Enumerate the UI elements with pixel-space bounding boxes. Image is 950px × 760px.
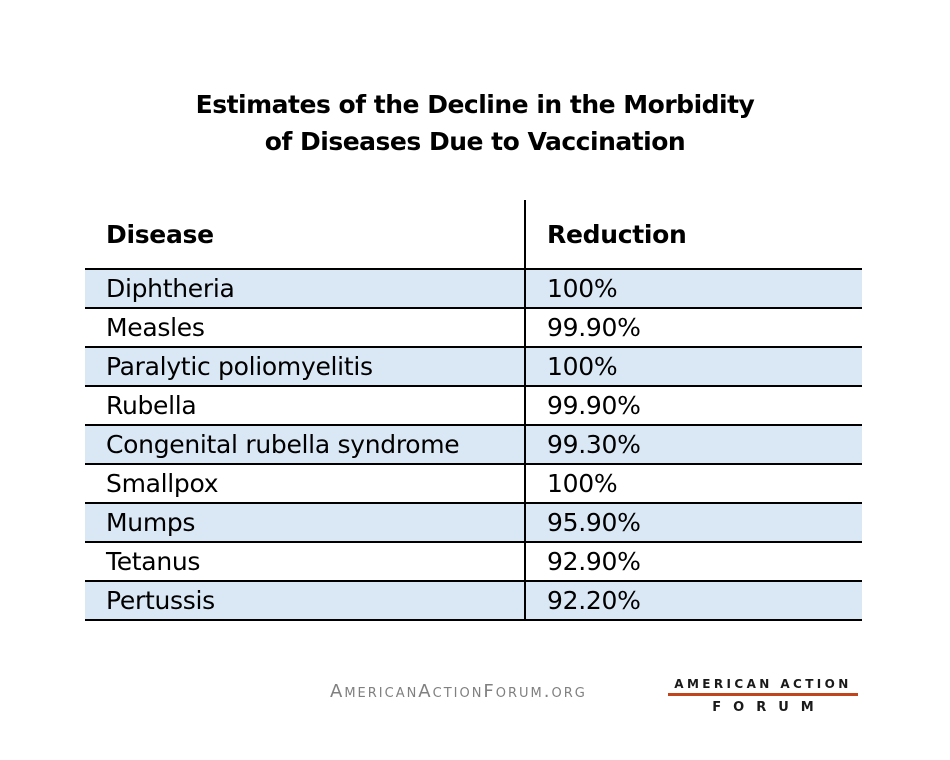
data-table: Disease Reduction Diphtheria 100% Measles 9… xyxy=(85,200,862,621)
reduction-cell: 92.20% xyxy=(525,580,862,621)
disease-cell: Smallpox xyxy=(85,463,526,503)
logo-line-1: AMERICAN ACTION xyxy=(674,677,852,691)
table-row: Smallpox 100% xyxy=(85,463,862,503)
table-row: Rubella 99.90% xyxy=(85,385,862,425)
reduction-cell: 95.90% xyxy=(525,502,862,542)
reduction-cell: 100% xyxy=(525,268,862,308)
chart-title: Estimates of the Decline in the Morbidit… xyxy=(0,86,950,160)
reduction-cell: 99.90% xyxy=(525,385,862,425)
disease-cell: Pertussis xyxy=(85,580,526,621)
column-header-disease: Disease xyxy=(85,200,526,269)
disease-cell: Tetanus xyxy=(85,541,526,581)
table-row: Congenital rubella syndrome 99.30% xyxy=(85,424,862,464)
disease-cell: Diphtheria xyxy=(85,268,526,308)
disease-cell: Congenital rubella syndrome xyxy=(85,424,526,464)
header-row: Disease Reduction xyxy=(85,200,862,269)
title-line-1: Estimates of the Decline in the Morbidit… xyxy=(195,90,755,119)
title-line-2: of Diseases Due to Vaccination xyxy=(264,127,686,156)
reduction-cell: 99.30% xyxy=(525,424,862,464)
reduction-cell: 92.90% xyxy=(525,541,862,581)
american-action-forum-logo: AMERICAN ACTION FORUM xyxy=(668,677,858,715)
table-row: Diphtheria 100% xyxy=(85,268,862,308)
table-row: Paralytic poliomyelitis 100% xyxy=(85,346,862,386)
disease-cell: Mumps xyxy=(85,502,526,542)
disease-cell: Rubella xyxy=(85,385,526,425)
disease-cell: Paralytic poliomyelitis xyxy=(85,346,526,386)
table-row: Pertussis 92.20% xyxy=(85,580,862,621)
reduction-cell: 100% xyxy=(525,463,862,503)
table-row: Tetanus 92.90% xyxy=(85,541,862,581)
disease-cell: Measles xyxy=(85,307,526,347)
table-row: Mumps 95.90% xyxy=(85,502,862,542)
logo-line-2: FORUM xyxy=(712,700,826,715)
website-url: AmericanActionForum.org xyxy=(330,681,587,702)
reduction-cell: 100% xyxy=(525,346,862,386)
reduction-cell: 99.90% xyxy=(525,307,862,347)
logo-accent-bar xyxy=(668,693,858,696)
table-row: Measles 99.90% xyxy=(85,307,862,347)
column-header-reduction: Reduction xyxy=(547,219,687,249)
